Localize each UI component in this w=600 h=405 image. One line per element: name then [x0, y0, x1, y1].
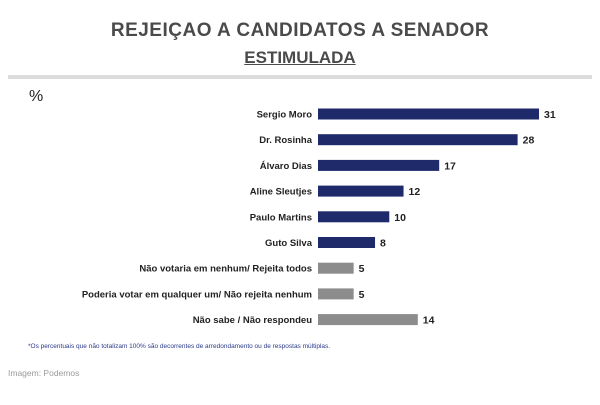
bar — [318, 159, 440, 171]
value-label: 28 — [523, 135, 535, 147]
value-label: 17 — [444, 160, 456, 172]
category-label: Poderia votar em qualquer um/ Não rejeit… — [82, 289, 312, 300]
value-label: 10 — [394, 212, 406, 224]
bar — [318, 134, 518, 146]
bar-chart: Sergio Moro 31 Dr. Rosinha 28 Álvaro Dias 17 A… — [82, 108, 556, 327]
bar — [318, 237, 376, 248]
value-label: 12 — [409, 186, 421, 198]
category-label: Paulo Martins — [250, 212, 312, 223]
value-label: 5 — [359, 289, 365, 301]
footnote: *Os percentuais que não totalizam 100% s… — [28, 343, 331, 350]
slide: REJEIÇAO A CANDIDATOS A SENADOR ESTIMULA… — [8, 4, 592, 361]
category-label: Não votaria em nenhum/ Rejeita todos — [139, 264, 312, 275]
category-label: Álvaro Dias — [260, 161, 312, 172]
bar — [318, 262, 354, 274]
value-label: 8 — [380, 238, 386, 250]
chart-subtitle: ESTIMULADA — [244, 48, 356, 67]
value-label: 31 — [544, 109, 556, 121]
category-label: Sergio Moro — [257, 110, 313, 121]
bar — [318, 314, 418, 326]
bar — [318, 211, 390, 223]
category-label: Aline Sleutjes — [250, 187, 312, 198]
bar — [318, 108, 539, 120]
category-label: Dr. Rosinha — [259, 135, 313, 146]
header-divider — [8, 75, 592, 79]
image-caption: Imagem: Podemos — [8, 368, 80, 378]
category-label: Não sabe / Não respondeu — [193, 315, 313, 326]
value-label: 5 — [359, 263, 365, 275]
bar — [318, 185, 404, 197]
bar — [318, 288, 354, 300]
unit-label: % — [29, 88, 44, 105]
category-label: Guto Silva — [265, 238, 313, 249]
value-label: 14 — [423, 315, 435, 327]
chart-title: REJEIÇAO A CANDIDATOS A SENADOR — [110, 20, 490, 41]
